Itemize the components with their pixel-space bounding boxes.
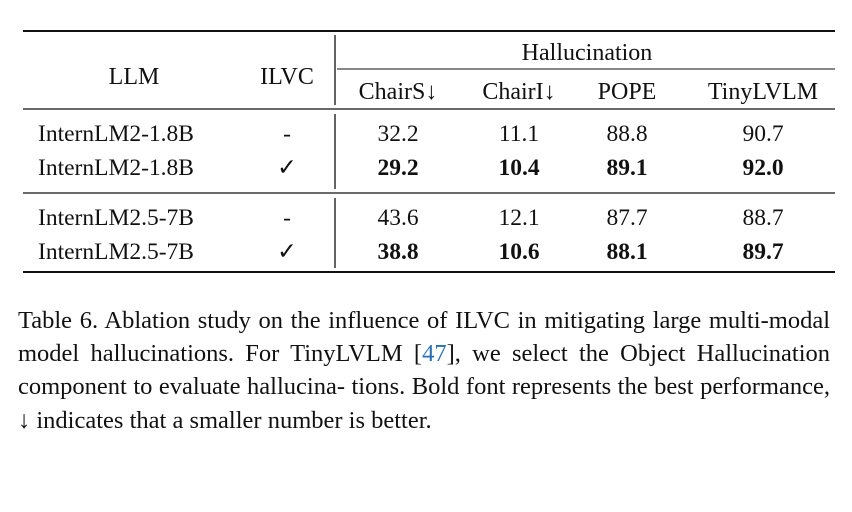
cell-value: 43.6 [377, 205, 418, 231]
cell-value: 29.2 [377, 155, 418, 181]
table-row: InternLM2-1.8B ✓ 29.2 10.4 89.1 92.0 [38, 155, 784, 181]
cell-ilvc: - [283, 205, 291, 231]
caption-line: smaller number is better. [189, 406, 432, 434]
caption-line: large multi-modal model hallucinations. … [18, 307, 830, 368]
cell-value: 90.7 [742, 121, 783, 147]
caption-citation: [ [413, 340, 423, 368]
table-row: InternLM2.5-7B - 43.6 12.1 87.7 88.7 [38, 205, 784, 231]
cell-value: 10.6 [498, 239, 539, 265]
table-row: InternLM2.5-7B ✓ 38.8 10.6 88.1 89.7 [38, 239, 784, 265]
cell-ilvc: ✓ [277, 239, 297, 265]
header-metric: POPE [598, 79, 657, 105]
cell-value: 12.1 [498, 205, 539, 231]
cell-value: 89.7 [742, 239, 783, 265]
cell-value: 88.1 [606, 239, 647, 265]
results-table-graphic: LLM ILVC Hallucination ChairS↓ ChairI↓ P… [23, 30, 835, 273]
cell-llm: InternLM2-1.8B [38, 155, 194, 181]
table-caption: Table 6. Ablation study on the influence… [18, 304, 830, 437]
caption-line: Table 6. Ablation study on the influence… [18, 307, 646, 334]
cell-ilvc: ✓ [277, 155, 297, 181]
caption-line: , we [454, 340, 501, 368]
header-hallucination: Hallucination [522, 40, 653, 66]
caption-line: tions. Bold font represents the best per… [18, 373, 830, 434]
caption-line: select the Object Hallucination componen… [18, 340, 831, 401]
header-llm: LLM [109, 64, 160, 90]
cell-value: 92.0 [742, 155, 783, 181]
header-ilvc: ILVC [260, 64, 314, 90]
table-row: InternLM2-1.8B - 32.2 11.1 88.8 90.7 [38, 121, 784, 147]
cell-value: 10.4 [498, 155, 539, 181]
results-table: LLM ILVC Hallucination ChairS↓ ChairI↓ P… [23, 30, 835, 274]
cell-value: 38.8 [377, 239, 418, 265]
cell-llm: InternLM2-1.8B [38, 121, 194, 147]
citation-link[interactable]: 47 [422, 340, 447, 368]
header-metric: ChairI↓ [482, 79, 555, 105]
cell-value: 88.8 [606, 121, 647, 147]
cell-value: 32.2 [377, 121, 418, 147]
cell-value: 88.7 [742, 205, 783, 231]
header-metric: TinyLVLM [708, 79, 818, 105]
caption-citation: ] [446, 340, 455, 368]
cell-value: 89.1 [606, 155, 647, 181]
cell-llm: InternLM2.5-7B [38, 239, 194, 265]
cell-value: 87.7 [606, 205, 647, 231]
header-metric: ChairS↓ [359, 79, 438, 105]
table-body: InternLM2-1.8B -32.2 11.1 88.8 90.7InternLM2… [38, 121, 784, 265]
cell-llm: InternLM2.5-7B [38, 205, 194, 231]
cell-value: 11.1 [499, 121, 539, 147]
cell-ilvc: - [283, 121, 291, 147]
